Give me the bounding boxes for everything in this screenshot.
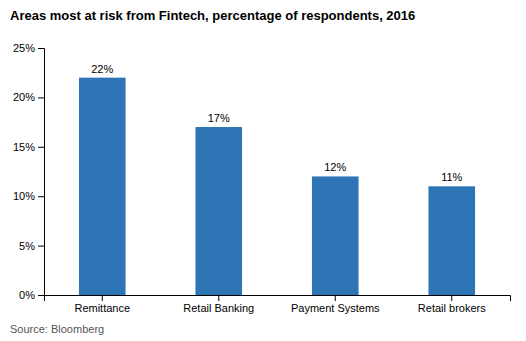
y-tick-label: 5% bbox=[19, 240, 35, 252]
plot: 0% 5% 10% 15% 20% 25% Remittance Retail Banking… bbox=[13, 42, 511, 314]
y-tick-label: 20% bbox=[13, 91, 35, 103]
x-axis-line bbox=[45, 296, 511, 302]
y-tick-mark bbox=[38, 147, 44, 148]
chart: Areas most at risk from Fintech, percent… bbox=[0, 0, 526, 341]
x-tick-mark bbox=[451, 295, 452, 301]
bar bbox=[312, 176, 359, 295]
x-tick-label: Remittance bbox=[74, 302, 130, 314]
y-tick-label: 10% bbox=[13, 190, 35, 202]
x-tick: Retail Banking bbox=[183, 295, 254, 314]
data-label: 22% bbox=[91, 63, 113, 75]
y-tick: 15% bbox=[13, 141, 44, 153]
y-axis-line bbox=[38, 49, 45, 296]
y-tick-label: 15% bbox=[13, 141, 35, 153]
y-tick-label: 25% bbox=[13, 42, 35, 54]
x-tick-mark bbox=[218, 295, 219, 301]
y-tick: 25% bbox=[13, 42, 44, 54]
y-tick-mark bbox=[38, 48, 44, 49]
y-axis: 0% 5% 10% 15% 20% 25% bbox=[13, 42, 45, 301]
annotation: Source: Bloomberg bbox=[10, 323, 104, 335]
x-tick-label: Payment Systems bbox=[291, 302, 380, 314]
data-labels: 22% 17% 12% 11% bbox=[91, 63, 462, 184]
x-axis: Remittance Retail Banking Payment Systems R… bbox=[45, 295, 511, 314]
y-tick-label: 0% bbox=[19, 289, 35, 301]
bar bbox=[428, 186, 475, 295]
x-tick-mark bbox=[102, 295, 103, 301]
y-tick: 0% bbox=[19, 289, 44, 301]
x-tick: Payment Systems bbox=[291, 295, 380, 314]
bar bbox=[195, 127, 242, 295]
y-tick: 5% bbox=[19, 240, 44, 252]
x-tick-mark bbox=[335, 295, 336, 301]
title: Areas most at risk from Fintech, percent… bbox=[10, 8, 415, 23]
x-tick: Remittance bbox=[74, 295, 130, 314]
y-tick-mark bbox=[38, 246, 44, 247]
y-tick-mark bbox=[38, 196, 44, 197]
y-tick: 10% bbox=[13, 190, 44, 202]
bars bbox=[79, 78, 475, 295]
data-label: 12% bbox=[324, 161, 346, 173]
x-tick-label: Retail Banking bbox=[183, 302, 254, 314]
data-label: 11% bbox=[441, 171, 462, 183]
y-tick-mark bbox=[38, 295, 44, 296]
y-tick-mark bbox=[38, 97, 44, 98]
y-tick: 20% bbox=[13, 91, 44, 103]
bar bbox=[79, 78, 126, 295]
x-tick: Retail brokers bbox=[418, 295, 486, 314]
data-label: 17% bbox=[208, 112, 230, 124]
x-tick-label: Retail brokers bbox=[418, 302, 486, 314]
